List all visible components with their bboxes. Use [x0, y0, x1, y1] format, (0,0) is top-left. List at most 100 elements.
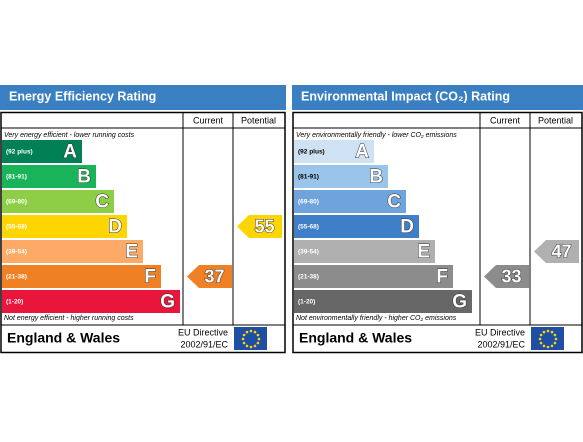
epc-panel: Environmental Impact (CO₂) Rating Current… [292, 85, 583, 354]
rating-band [294, 190, 406, 213]
panel-title: Energy Efficiency Rating [9, 89, 156, 103]
rating-band [294, 290, 472, 313]
title-bar [292, 85, 583, 110]
eu-star [539, 341, 543, 345]
rating-band [2, 290, 180, 313]
rating-band [2, 265, 161, 288]
eu-star [249, 345, 253, 349]
potential-value: 47 [551, 241, 571, 261]
rating-band [294, 265, 453, 288]
band-letter: G [452, 292, 467, 313]
footer-directive: EU Directive [178, 327, 228, 337]
eu-star [253, 344, 257, 348]
header-potential: Potential [538, 115, 573, 125]
band-range: (81-91) [6, 174, 27, 181]
band-letter: F [144, 267, 156, 288]
footer-region: England & Wales [7, 330, 120, 346]
top-note: Very energy efficient - lower running co… [4, 132, 135, 139]
eu-star [542, 330, 546, 334]
band-letter: G [160, 292, 175, 313]
band-letter: D [108, 217, 122, 238]
eu-star [256, 341, 260, 345]
bottom-note: Not environmentally friendly - higher CO… [296, 315, 457, 322]
eu-star [554, 337, 558, 341]
eu-flag [234, 327, 267, 350]
current-value: 33 [501, 266, 521, 286]
footer-region: England & Wales [299, 330, 412, 346]
footer-code: 2002/91/EC [477, 339, 525, 349]
eu-star [256, 333, 260, 337]
panel-frame [292, 111, 583, 354]
band-range: (92 plus) [298, 149, 325, 156]
eu-star [550, 344, 554, 348]
eu-star [550, 330, 554, 334]
eu-star [245, 344, 249, 348]
eu-star [249, 329, 253, 333]
eu-star [257, 337, 261, 341]
band-range: (55-68) [6, 224, 27, 231]
panel-frame [0, 111, 286, 354]
band-letter: F [436, 267, 448, 288]
rating-band [2, 240, 143, 263]
eu-star [546, 345, 550, 349]
band-range: (55-68) [298, 224, 319, 231]
rating-band [294, 240, 435, 263]
band-range: (39-54) [298, 249, 319, 256]
rating-band [2, 215, 127, 238]
band-letter: A [355, 142, 369, 163]
bottom-note: Not energy efficient - higher running co… [4, 315, 134, 322]
band-letter: C [95, 192, 109, 213]
eu-star [553, 333, 557, 337]
epc-panel: Energy Efficiency Rating Current Potential… [0, 85, 286, 354]
band-letter: E [417, 242, 430, 263]
eu-flag [531, 327, 564, 350]
header-potential: Potential [241, 115, 276, 125]
band-range: (92 plus) [6, 149, 33, 156]
eu-star [245, 330, 249, 334]
band-range: (39-54) [6, 249, 27, 256]
current-value: 37 [204, 266, 224, 286]
band-letter: E [125, 242, 138, 263]
eu-star [538, 337, 542, 341]
band-range: (69-80) [298, 199, 319, 206]
eu-star [553, 341, 557, 345]
header-current: Current [490, 115, 521, 125]
eu-star [253, 330, 257, 334]
potential-arrow [237, 215, 282, 238]
potential-value: 55 [254, 216, 274, 236]
rating-band [294, 165, 388, 188]
footer-directive: EU Directive [475, 327, 525, 337]
top-note: Very environmentally friendly - lower CO… [296, 132, 457, 139]
current-arrow [484, 265, 529, 288]
header-current: Current [193, 115, 224, 125]
band-range: (69-80) [6, 199, 27, 206]
current-arrow [187, 265, 232, 288]
band-letter: D [400, 217, 414, 238]
eu-star [242, 333, 246, 337]
title-bar [0, 85, 286, 110]
band-range: (81-91) [298, 174, 319, 181]
rating-band [2, 190, 114, 213]
band-range: (21-38) [298, 274, 319, 281]
potential-arrow [534, 240, 579, 263]
band-range: (21-38) [6, 274, 27, 281]
panel-title: Environmental Impact (CO₂) Rating [301, 89, 510, 103]
eu-star [241, 337, 245, 341]
band-range: (1-20) [6, 299, 23, 306]
rating-band [2, 165, 96, 188]
eu-star [546, 329, 550, 333]
band-letter: A [63, 142, 77, 163]
rating-band [294, 215, 419, 238]
footer-code: 2002/91/EC [180, 339, 228, 349]
eu-star [242, 341, 246, 345]
band-letter: C [387, 192, 401, 213]
eu-star [539, 333, 543, 337]
band-letter: B [77, 167, 91, 188]
rating-band [2, 140, 82, 163]
band-letter: B [369, 167, 383, 188]
band-range: (1-20) [298, 299, 315, 306]
eu-star [542, 344, 546, 348]
rating-band [294, 140, 374, 163]
